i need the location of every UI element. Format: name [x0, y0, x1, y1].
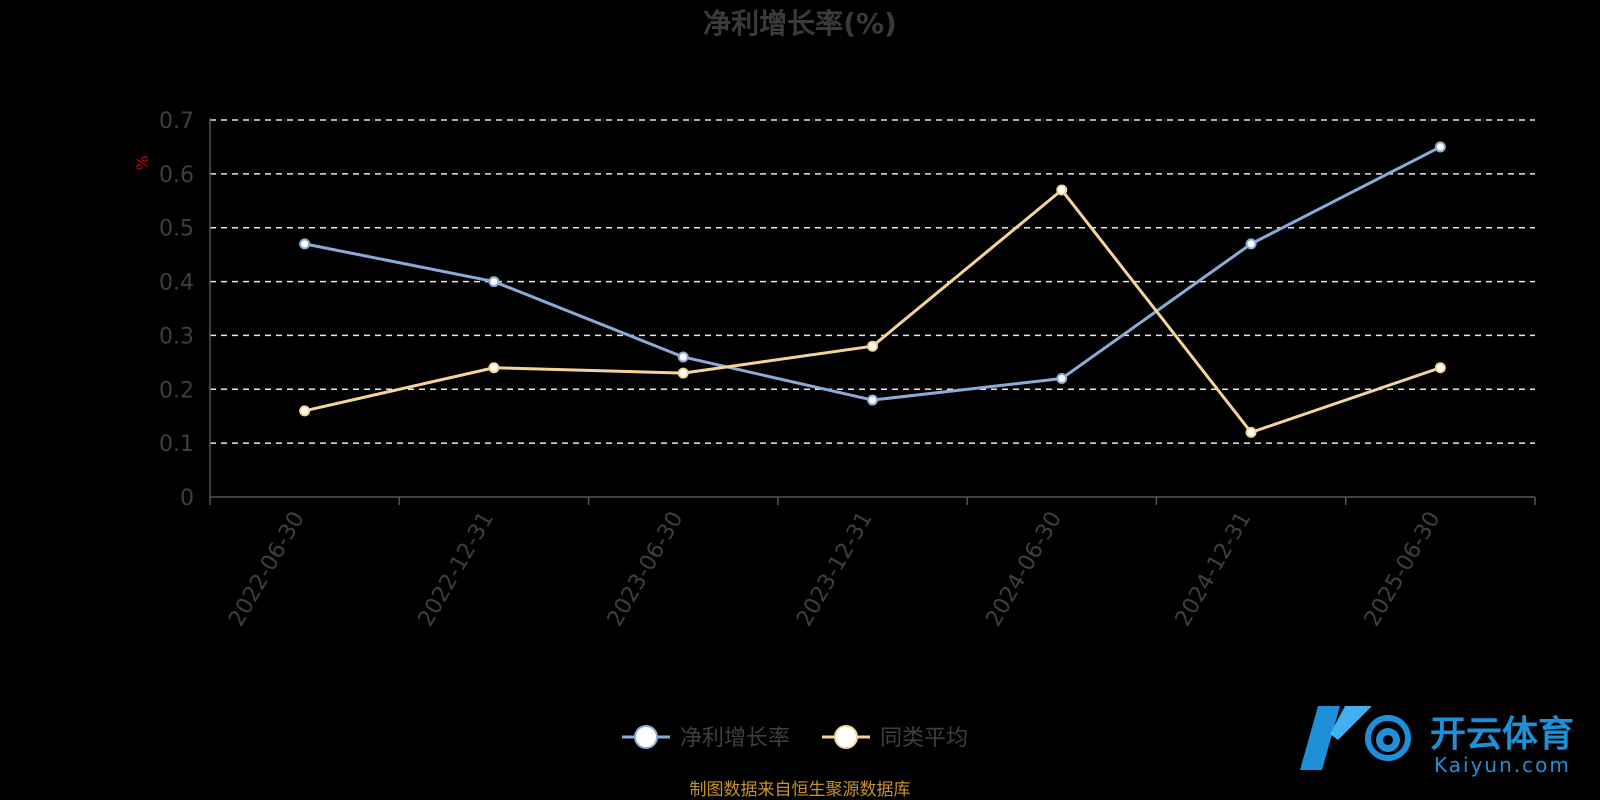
data-point[interactable] — [1245, 238, 1257, 250]
y-tick-label: 0.2 — [159, 378, 194, 403]
data-point[interactable] — [1434, 362, 1446, 374]
series-1 — [299, 141, 1446, 406]
data-point[interactable] — [1056, 184, 1068, 196]
x-tick-label: 2023-12-31 — [792, 508, 878, 631]
legend[interactable]: 净利增长率 同类平均 — [622, 725, 968, 751]
data-point[interactable] — [867, 394, 878, 406]
brand-name-cn: 开云体育 — [1430, 714, 1574, 755]
x-tick-label: 2022-12-31 — [414, 508, 500, 631]
source-note: 制图数据来自恒生聚源数据库 — [690, 780, 911, 800]
x-tick-label: 2024-06-30 — [981, 508, 1067, 631]
y-tick-label: 0.3 — [159, 324, 194, 349]
axes — [209, 118, 1536, 505]
data-point[interactable] — [299, 405, 311, 417]
x-tick-label: 2024-12-31 — [1171, 508, 1257, 631]
legend-label: 同类平均 — [880, 726, 968, 751]
data-point[interactable] — [299, 238, 311, 250]
grid-lines — [210, 119, 1535, 444]
data-point[interactable] — [1245, 426, 1257, 438]
y-tick-label: 0.7 — [159, 109, 194, 134]
y-tick-label: 0.1 — [159, 432, 194, 457]
legend-label: 净利增长率 — [680, 726, 790, 751]
y-tick-label: 0.5 — [159, 217, 194, 242]
legend-item[interactable]: 同类平均 — [822, 725, 968, 751]
logo-icon — [1300, 706, 1411, 770]
legend-item[interactable]: 净利增长率 — [622, 725, 790, 751]
data-point[interactable] — [488, 276, 500, 288]
y-tick-label: 0.6 — [159, 163, 194, 188]
chart-title: 净利增长率(%) — [703, 7, 897, 40]
legend-marker — [634, 725, 658, 749]
y-axis-unit: % — [133, 155, 152, 170]
series-2 — [299, 184, 1446, 438]
x-tick-label: 2022-06-30 — [224, 508, 310, 631]
data-point[interactable] — [677, 367, 689, 379]
x-tick-label: 2025-06-30 — [1360, 508, 1446, 631]
y-tick-label: 0.4 — [159, 271, 194, 296]
x-tick-labels: 2022-06-30 2022-12-31 2023-06-30 2023-12-31… — [224, 508, 1445, 631]
data-point[interactable] — [1056, 373, 1068, 385]
watermark-logo: 开云体育 Kaiyun.com — [1300, 706, 1574, 777]
x-tick-label: 2023-06-30 — [603, 508, 689, 631]
y-tick-label: 0 — [180, 486, 194, 511]
data-point[interactable] — [488, 362, 500, 374]
data-point[interactable] — [1434, 141, 1446, 153]
y-tick-labels: 0 0.1 0.2 0.3 0.4 0.5 0.6 0.7 — [159, 109, 194, 511]
series-layer — [299, 141, 1446, 438]
data-point[interactable] — [867, 340, 878, 352]
data-point[interactable] — [677, 351, 689, 363]
brand-name-en: Kaiyun.com — [1434, 753, 1571, 777]
legend-marker — [834, 725, 858, 749]
series-line — [304, 145, 1442, 402]
